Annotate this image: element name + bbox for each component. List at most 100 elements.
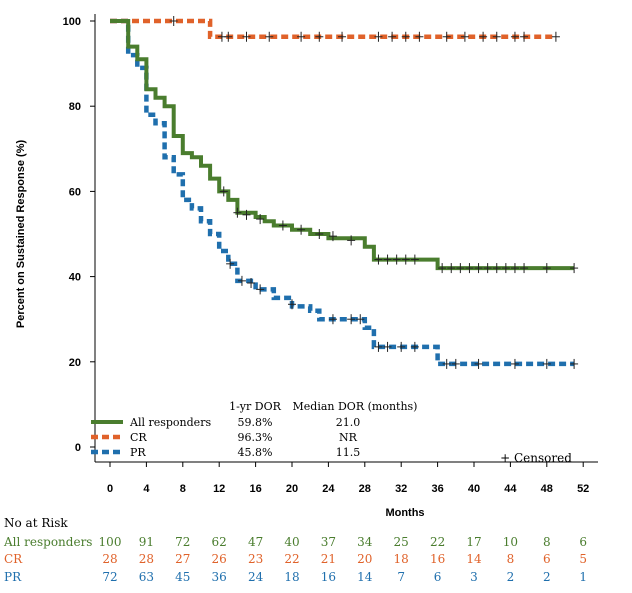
risk-count: 2 [543, 570, 551, 584]
x-tick-label: 36 [431, 483, 443, 495]
censor-mark [542, 358, 551, 369]
risk-count: 6 [434, 570, 442, 584]
censor-mark [410, 341, 419, 352]
censor-mark [374, 31, 383, 42]
risk-count: 20 [357, 552, 372, 566]
legend-median-cr: NR [339, 431, 358, 444]
y-tick-label: 60 [69, 186, 81, 198]
censor-mark [328, 231, 337, 242]
censor-mark [383, 254, 392, 265]
risk-count: 14 [466, 552, 482, 566]
censor-mark [570, 263, 579, 274]
censor-mark [415, 31, 424, 42]
y-tick-label: 80 [69, 101, 81, 113]
censor-mark [392, 254, 401, 265]
censor-mark [520, 263, 529, 274]
censor-mark [465, 263, 474, 274]
x-tick-label: 48 [541, 483, 553, 495]
censor-mark [347, 235, 356, 246]
censor-mark [492, 263, 501, 274]
risk-count: 2 [507, 570, 515, 584]
censor-mark [401, 254, 410, 265]
x-tick-label: 52 [577, 483, 589, 495]
y-tick-label: 0 [75, 442, 81, 454]
censor-mark [237, 275, 246, 286]
risk-count: 24 [248, 570, 264, 584]
censor-mark [265, 31, 274, 42]
risk-count: 72 [102, 570, 117, 584]
censor-mark [347, 314, 356, 325]
censor-mark [501, 263, 510, 274]
censored-legend: + Censored [500, 451, 572, 465]
legend: 1-yr DOR Median DOR (months) All responder… [91, 400, 572, 465]
legend-label-all-responders: All responders [129, 416, 211, 429]
risk-row-label-cr: CR [4, 552, 23, 566]
risk-count: 45 [175, 570, 190, 584]
x-tick-label: 40 [468, 483, 480, 495]
censor-mark [338, 31, 347, 42]
censor-mark [474, 263, 483, 274]
censor-mark [442, 358, 451, 369]
censor-mark [456, 263, 465, 274]
censor-mark [401, 31, 410, 42]
censor-mark [479, 31, 488, 42]
censor-mark [542, 263, 551, 274]
censor-mark [242, 209, 251, 220]
legend-median-pr: 11.5 [336, 446, 361, 459]
risk-count: 10 [503, 535, 518, 549]
risk-count: 16 [430, 552, 445, 566]
series-line-pr [110, 18, 575, 367]
censor-mark [551, 31, 560, 42]
censor-mark [374, 254, 383, 265]
censor-mark [256, 214, 265, 225]
censor-mark [451, 358, 460, 369]
censor-mark [356, 314, 365, 325]
series-line-all-responders [110, 19, 575, 271]
censor-mark [328, 314, 337, 325]
risk-count: 26 [212, 552, 227, 566]
legend-1yr-pr: 45.8% [238, 446, 273, 459]
risk-count: 18 [284, 570, 299, 584]
risk-count: 22 [430, 535, 445, 549]
censor-mark [288, 299, 296, 310]
censor-mark [226, 258, 235, 269]
legend-1yr-cr: 96.3% [238, 431, 273, 444]
risk-count: 27 [175, 552, 190, 566]
censor-mark [410, 254, 419, 265]
censor-marks [169, 16, 579, 369]
censor-mark [442, 31, 451, 42]
risk-row-label-pr: PR [4, 570, 22, 584]
risk-count: 100 [99, 535, 122, 549]
series-line-cr [110, 18, 556, 40]
censor-mark [278, 220, 287, 231]
censor-mark [256, 284, 265, 295]
risk-count: 5 [579, 552, 587, 566]
risk-count: 17 [466, 535, 481, 549]
risk-count: 63 [139, 570, 154, 584]
x-axis-label: Months [385, 507, 424, 519]
x-tick-label: 8 [180, 483, 186, 495]
risk-count: 47 [248, 535, 263, 549]
censor-mark [242, 31, 251, 42]
x-tick-label: 16 [249, 483, 261, 495]
censor-mark [483, 263, 492, 274]
y-axis-label: Percent on Sustained Response (%) [15, 140, 27, 329]
risk-count: 23 [248, 552, 263, 566]
risk-count: 37 [321, 535, 336, 549]
legend-header-median: Median DOR (months) [293, 400, 418, 413]
censor-mark [297, 224, 306, 235]
risk-count: 1 [579, 570, 587, 584]
censor-mark [233, 207, 242, 218]
risk-count: 14 [357, 570, 373, 584]
risk-count: 6 [543, 552, 551, 566]
censor-mark [374, 341, 383, 352]
censor-mark [297, 31, 306, 42]
censor-mark [447, 263, 456, 274]
risk-count: 40 [284, 535, 299, 549]
risk-count: 91 [139, 535, 154, 549]
risk-count: 36 [212, 570, 227, 584]
risk-count: 34 [357, 535, 373, 549]
